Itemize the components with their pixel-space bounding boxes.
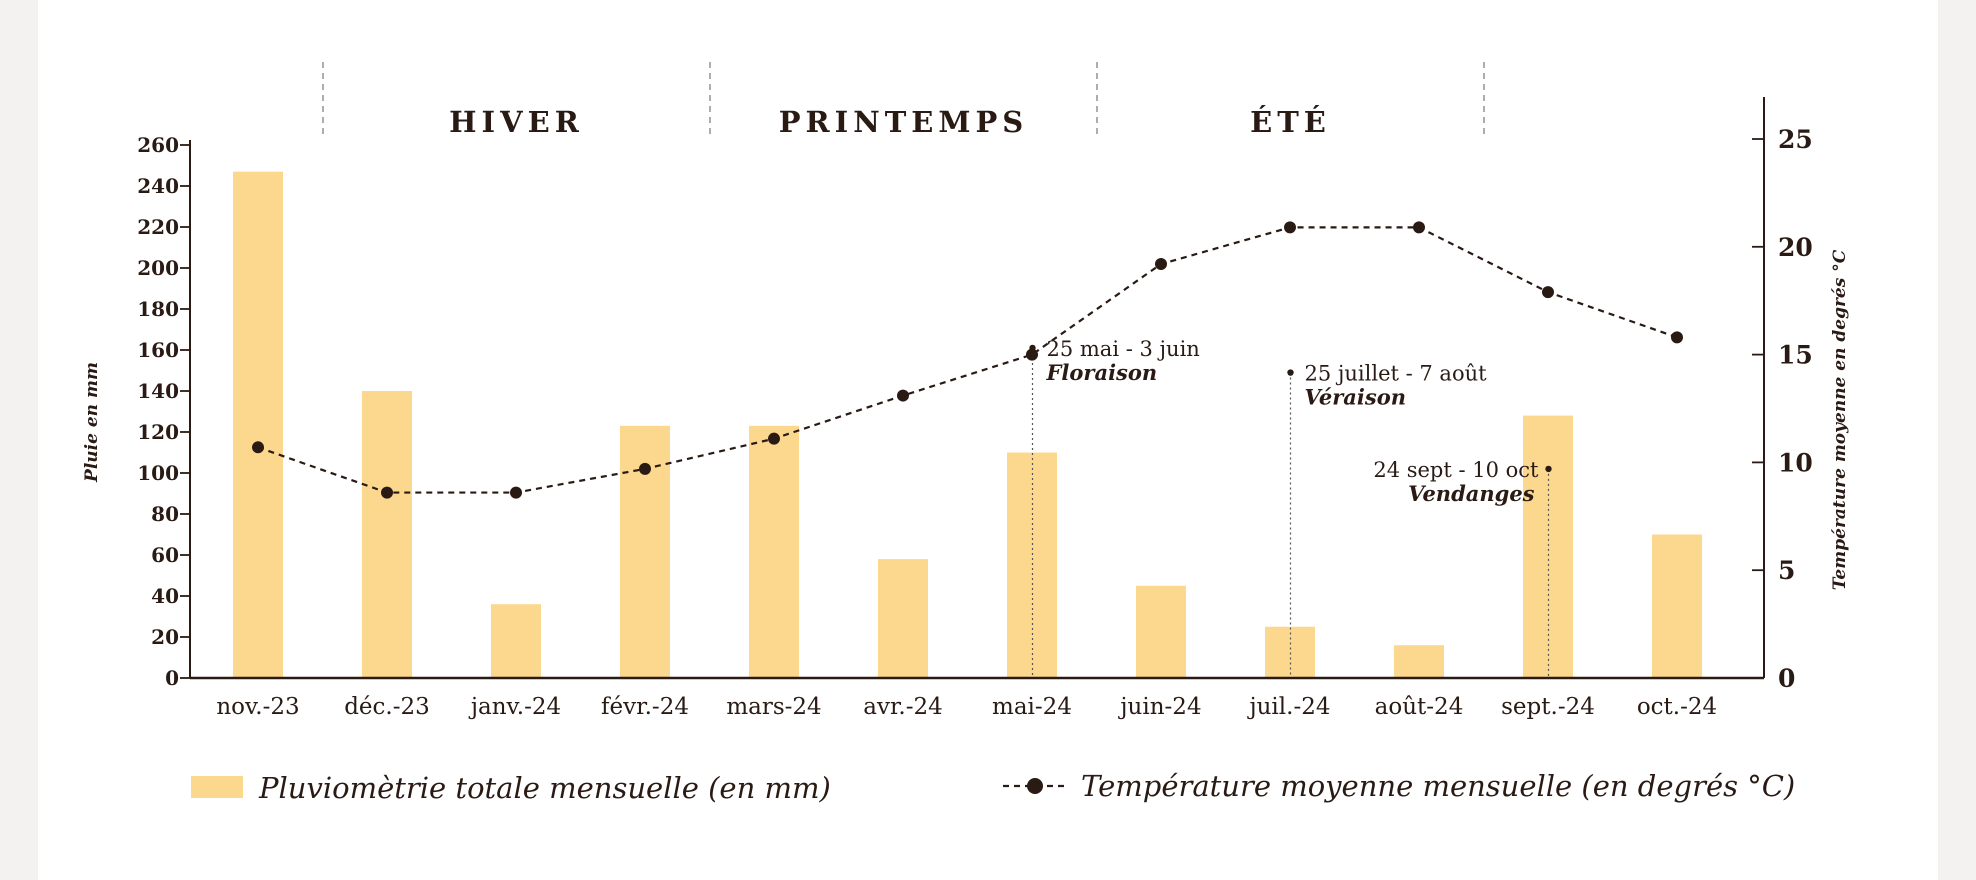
annotation-dot — [1545, 465, 1552, 473]
legend-bar-swatch — [191, 776, 243, 798]
page-margin-left — [0, 0, 38, 880]
season-bands: HIVER PRINTEMPS ÉTÉ — [322, 62, 1485, 139]
annotation-date: 25 juillet - 7 août — [1305, 362, 1488, 386]
y-left-tick-label: 120 — [137, 420, 179, 444]
y-right-tick-label: 0 — [1778, 664, 1795, 693]
rain-bar-mars-24 — [749, 425, 799, 678]
y-left-tick-label: 220 — [137, 215, 179, 239]
annotation-date: 25 mai - 3 juin — [1047, 337, 1200, 361]
x-tick-label-déc.-23: déc.-23 — [344, 694, 430, 720]
y-left-tick-label: 100 — [137, 461, 179, 485]
temperature-point-juil.-24 — [1284, 221, 1296, 234]
temperature-point-févr.-24 — [639, 462, 651, 475]
annotation-name: Floraison — [1046, 360, 1158, 385]
x-tick-label-août-24: août-24 — [1375, 694, 1464, 720]
temperature-point-nov.-23 — [252, 441, 264, 454]
y-right-tick-label: 20 — [1778, 233, 1813, 262]
x-tick-label-nov.-23: nov.-23 — [216, 694, 299, 720]
y-left-tick-label: 240 — [137, 174, 179, 198]
rain-bar-juin-24 — [1136, 585, 1186, 678]
x-tick-label-avr.-24: avr.-24 — [863, 694, 943, 720]
y-left-tick-label: 0 — [165, 666, 179, 690]
legend-bar-label: Pluviomètrie totale mensuelle (en mm) — [258, 771, 831, 805]
annotation-name: Véraison — [1305, 385, 1406, 410]
x-tick-label-mai-24: mai-24 — [992, 694, 1072, 720]
annotation-dot — [1287, 369, 1294, 376]
season-label: ÉTÉ — [1250, 104, 1331, 139]
annotation-name: Vendanges — [1408, 481, 1535, 506]
y-left-tick-label: 60 — [151, 543, 179, 567]
x-tick-label-juin-24: juin-24 — [1117, 694, 1201, 720]
y-left-tick-label: 200 — [137, 256, 179, 280]
y-left-tick-label: 40 — [151, 584, 179, 608]
temperature-point-janv.-24 — [510, 486, 522, 499]
temperature-line-path — [257, 226, 1678, 494]
y-left-tick-label: 180 — [137, 297, 179, 321]
temperature-point-août-24 — [1413, 221, 1425, 234]
temperature-point-mai-24 — [1026, 348, 1038, 361]
x-tick-label-sept.-24: sept.-24 — [1501, 694, 1595, 720]
rain-bar-avr.-24 — [878, 559, 928, 678]
y-left-tick-label: 160 — [137, 338, 179, 362]
y-right-tick-label: 15 — [1778, 341, 1813, 370]
x-tick-label-oct.-24: oct.-24 — [1637, 694, 1717, 720]
y-left-tick-label: 20 — [151, 625, 179, 649]
rain-bar-déc.-23 — [362, 391, 412, 678]
legend-line-marker — [1027, 778, 1043, 794]
x-tick-label-mars-24: mars-24 — [726, 694, 821, 720]
temperature-point-sept.-24 — [1542, 286, 1554, 299]
rain-bar-janv.-24 — [491, 604, 541, 678]
legend-line-label: Température moyenne mensuelle (en degrés… — [1081, 769, 1795, 803]
y-left-tick-label: 260 — [137, 133, 179, 157]
rain-bar-nov.-23 — [233, 171, 283, 678]
axes: 0 20 40 60 80 100 120 140 160 180 200 220 240 260 0 5 10… — [137, 97, 1813, 720]
annotation-date: 24 sept - 10 oct — [1373, 458, 1539, 482]
y-right-tick-label: 10 — [1778, 448, 1813, 477]
x-tick-label-janv.-24: janv.-24 — [468, 694, 561, 720]
rain-bar-sept.-24 — [1523, 415, 1573, 678]
y-axis-right-title: Température moyenne en degrés °C — [1830, 249, 1850, 590]
temperature-point-déc.-23 — [381, 486, 393, 499]
page-margin-right — [1938, 0, 1976, 880]
temperature-point-oct.-24 — [1671, 331, 1683, 344]
rain-bar-août-24 — [1394, 645, 1444, 678]
rain-bar-oct.-24 — [1652, 534, 1702, 678]
temperature-point-mars-24 — [768, 432, 780, 445]
rain-bar-mai-24 — [1007, 452, 1057, 678]
x-tick-label-juil.-24: juil.-24 — [1246, 694, 1330, 720]
y-left-tick-label: 80 — [151, 502, 179, 526]
season-label: HIVER — [449, 105, 584, 139]
temperature-point-avr.-24 — [897, 389, 909, 402]
y-right-tick-label: 25 — [1778, 125, 1813, 154]
temperature-point-juin-24 — [1155, 258, 1167, 271]
season-label: PRINTEMPS — [779, 105, 1029, 139]
y-right-tick-label: 5 — [1778, 556, 1795, 585]
legend: Pluviomètrie totale mensuelle (en mm) Te… — [191, 769, 1795, 805]
y-axis-left-title: Pluie en mm — [82, 362, 102, 483]
x-tick-label-févr.-24: févr.-24 — [601, 694, 689, 720]
temperature-line — [252, 221, 1683, 499]
y-left-tick-label: 140 — [137, 379, 179, 403]
rain-bars — [233, 171, 1702, 678]
